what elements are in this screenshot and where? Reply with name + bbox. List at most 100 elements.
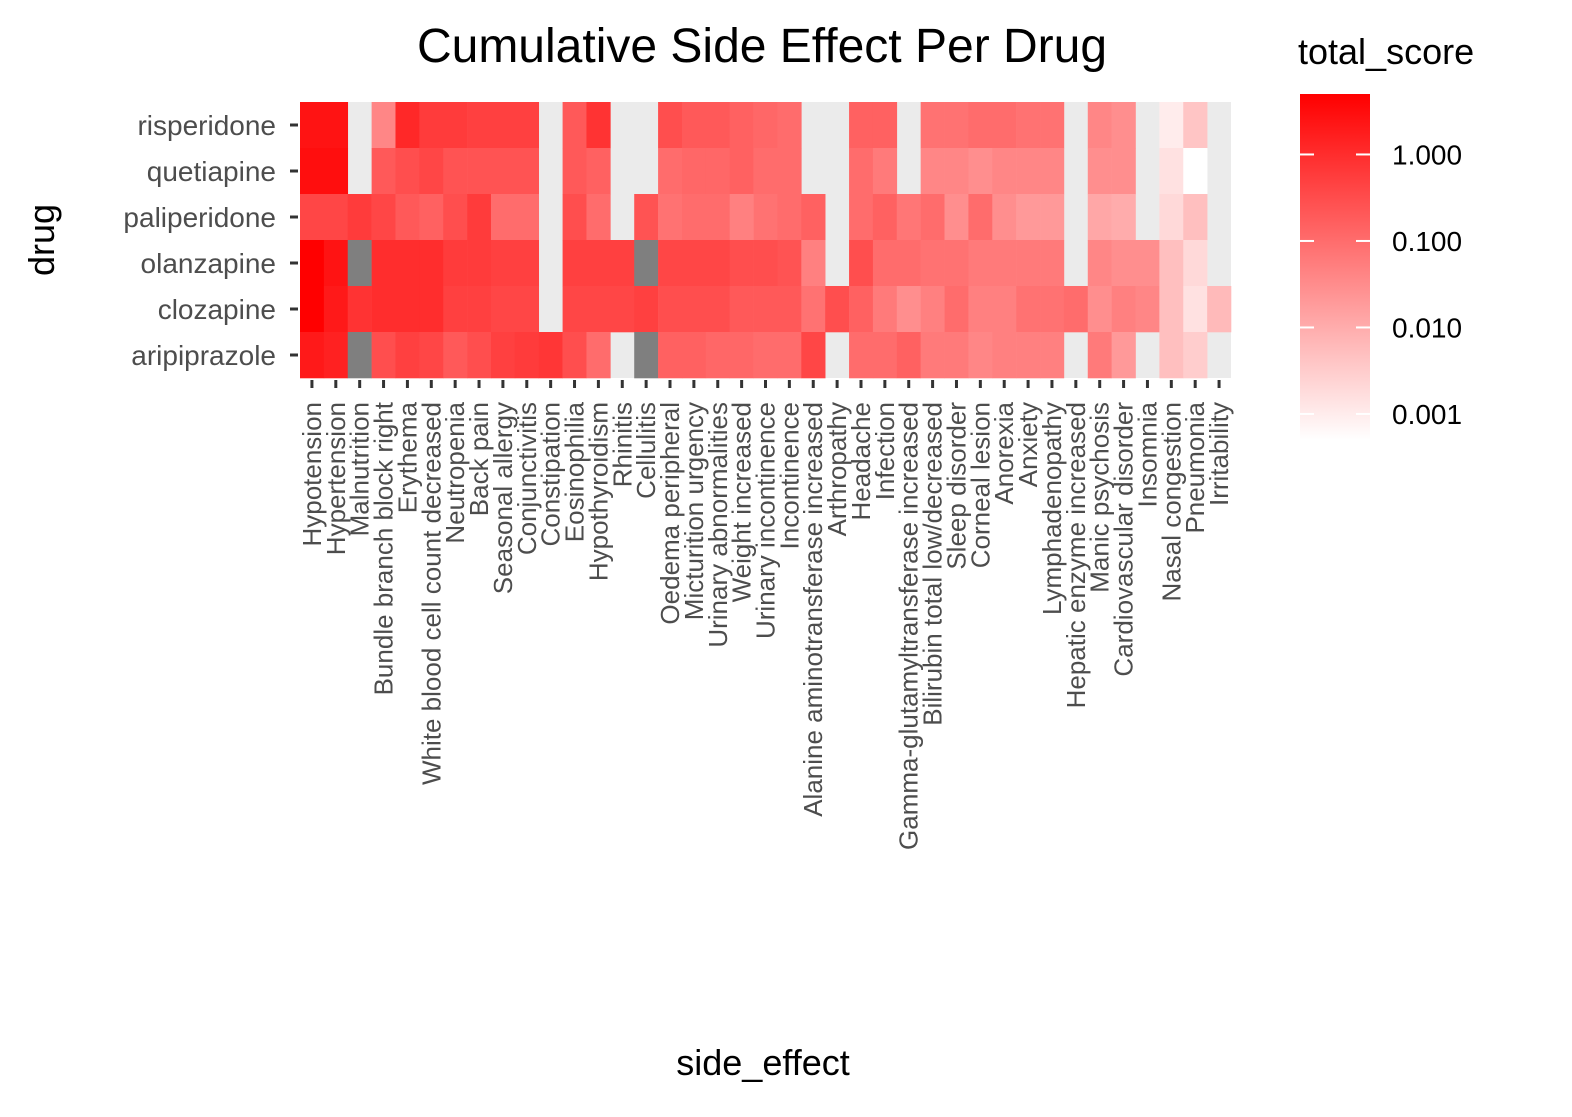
heatmap-cell	[323, 286, 349, 333]
heatmap-cell	[514, 332, 540, 379]
heatmap-cell	[371, 194, 396, 241]
heatmap-cell	[920, 240, 945, 287]
x-tick-label: Eosinophilia	[560, 401, 590, 542]
heatmap-cell	[1135, 286, 1160, 333]
heatmap-cell	[1087, 240, 1112, 287]
heatmap-cell	[705, 332, 730, 379]
heatmap-cell	[968, 194, 993, 241]
heatmap-cell	[872, 240, 898, 287]
heatmap-cell	[610, 240, 635, 287]
heatmap-cell	[323, 102, 349, 149]
x-tick-label: Hypotension	[297, 402, 327, 547]
heatmap-cell	[896, 286, 921, 333]
heatmap-cell	[729, 148, 754, 195]
heatmap-cell	[395, 286, 420, 333]
heatmap-cell	[801, 240, 826, 287]
legend-break-label: 0.001	[1392, 399, 1462, 430]
x-tick-label: Neutropenia	[440, 401, 470, 543]
x-tick-label: Irritability	[1204, 402, 1234, 506]
heatmap-cell	[1111, 286, 1136, 333]
heatmap-cell	[610, 286, 635, 333]
heatmap-cell	[849, 194, 874, 241]
x-tick-label: Manic psychosis	[1085, 402, 1115, 593]
heatmap-cell	[920, 286, 945, 333]
heatmap-cell	[562, 194, 587, 241]
heatmap-cell	[992, 148, 1017, 195]
heatmap-cell	[514, 148, 540, 195]
heatmap-cell	[681, 240, 707, 287]
heatmap-cell	[371, 148, 396, 195]
heatmap-cell	[872, 102, 898, 149]
heatmap-cell	[944, 194, 969, 241]
x-tick-label: Insomnia	[1132, 401, 1162, 507]
heatmap-cell	[419, 332, 444, 379]
heatmap-cell	[968, 332, 993, 379]
heatmap-cell	[681, 332, 707, 379]
heatmap-cell	[1016, 102, 1041, 149]
heatmap-cell	[681, 286, 707, 333]
heatmap-cell	[443, 286, 468, 333]
heatmap-cell	[658, 286, 683, 333]
x-tick-label: Gamma-glutamyltransferase increased	[894, 402, 924, 850]
heatmap-cell	[681, 148, 707, 195]
heatmap-cell	[562, 148, 587, 195]
y-tick-label: risperidone	[137, 110, 276, 141]
heatmap-cell	[514, 194, 540, 241]
heatmap-cell	[1040, 286, 1065, 333]
heatmap-cell	[586, 240, 611, 287]
x-tick-label: Hepatic enzyme increased	[1061, 402, 1091, 708]
heatmap-cell	[1135, 240, 1160, 287]
heatmap-cell	[658, 332, 683, 379]
heatmap-cell	[992, 194, 1017, 241]
heatmap-cell	[944, 240, 969, 287]
heatmap-cell	[729, 194, 754, 241]
heatmap-cell	[634, 194, 659, 241]
heatmap-cell	[801, 194, 826, 241]
heatmap-cell	[681, 102, 707, 149]
heatmap-cell	[1111, 148, 1136, 195]
heatmap-cell	[753, 102, 778, 149]
heatmap-cell	[538, 332, 563, 379]
heatmap-cell	[395, 240, 420, 287]
heatmap-cell	[419, 148, 444, 195]
heatmap-cell	[1087, 194, 1112, 241]
heatmap-cell	[872, 194, 898, 241]
heatmap-cell	[467, 240, 492, 287]
heatmap-cell	[968, 148, 993, 195]
heatmap-cell	[443, 148, 468, 195]
heatmap-cell	[323, 240, 349, 287]
heatmap-cell	[395, 102, 420, 149]
x-tick-label: White blood cell count decreased	[416, 402, 446, 785]
heatmap-cell	[1111, 240, 1136, 287]
heatmap-cell	[896, 240, 921, 287]
heatmap-cell	[490, 148, 516, 195]
x-tick-label: Sleep disorder	[941, 402, 971, 570]
heatmap-cell	[944, 286, 969, 333]
heatmap-cell	[849, 332, 874, 379]
heatmap-cell	[896, 332, 921, 379]
heatmap-cell	[300, 332, 325, 379]
heatmap-cell	[371, 332, 396, 379]
heatmap-cell	[753, 194, 778, 241]
x-tick-label: Urinary incontinence	[751, 402, 781, 639]
heatmap-cell	[1016, 286, 1041, 333]
heatmap-cell	[1159, 148, 1184, 195]
heatmap-cell	[1087, 286, 1112, 333]
heatmap-cell	[634, 286, 659, 333]
heatmap-cell	[729, 240, 754, 287]
heatmap-cell	[849, 240, 874, 287]
x-tick-label: Urinary abnormalities	[703, 402, 733, 648]
heatmap-cell	[777, 240, 802, 287]
heatmap-cell	[705, 194, 730, 241]
x-tick-label: Seasonal allergy	[488, 402, 518, 594]
y-tick-label: aripiprazole	[131, 340, 276, 371]
x-tick-label: Constipation	[536, 402, 566, 547]
heatmap-cell	[920, 102, 945, 149]
heatmap-cell	[1016, 332, 1041, 379]
heatmap-cell	[634, 332, 659, 379]
x-tick-label: Bundle branch block right	[369, 401, 399, 695]
heatmap-cell	[729, 332, 754, 379]
y-axis-ticks: risperidone quetiapine paliperidone olanzap…	[123, 110, 298, 371]
heatmap-cell	[1016, 194, 1041, 241]
